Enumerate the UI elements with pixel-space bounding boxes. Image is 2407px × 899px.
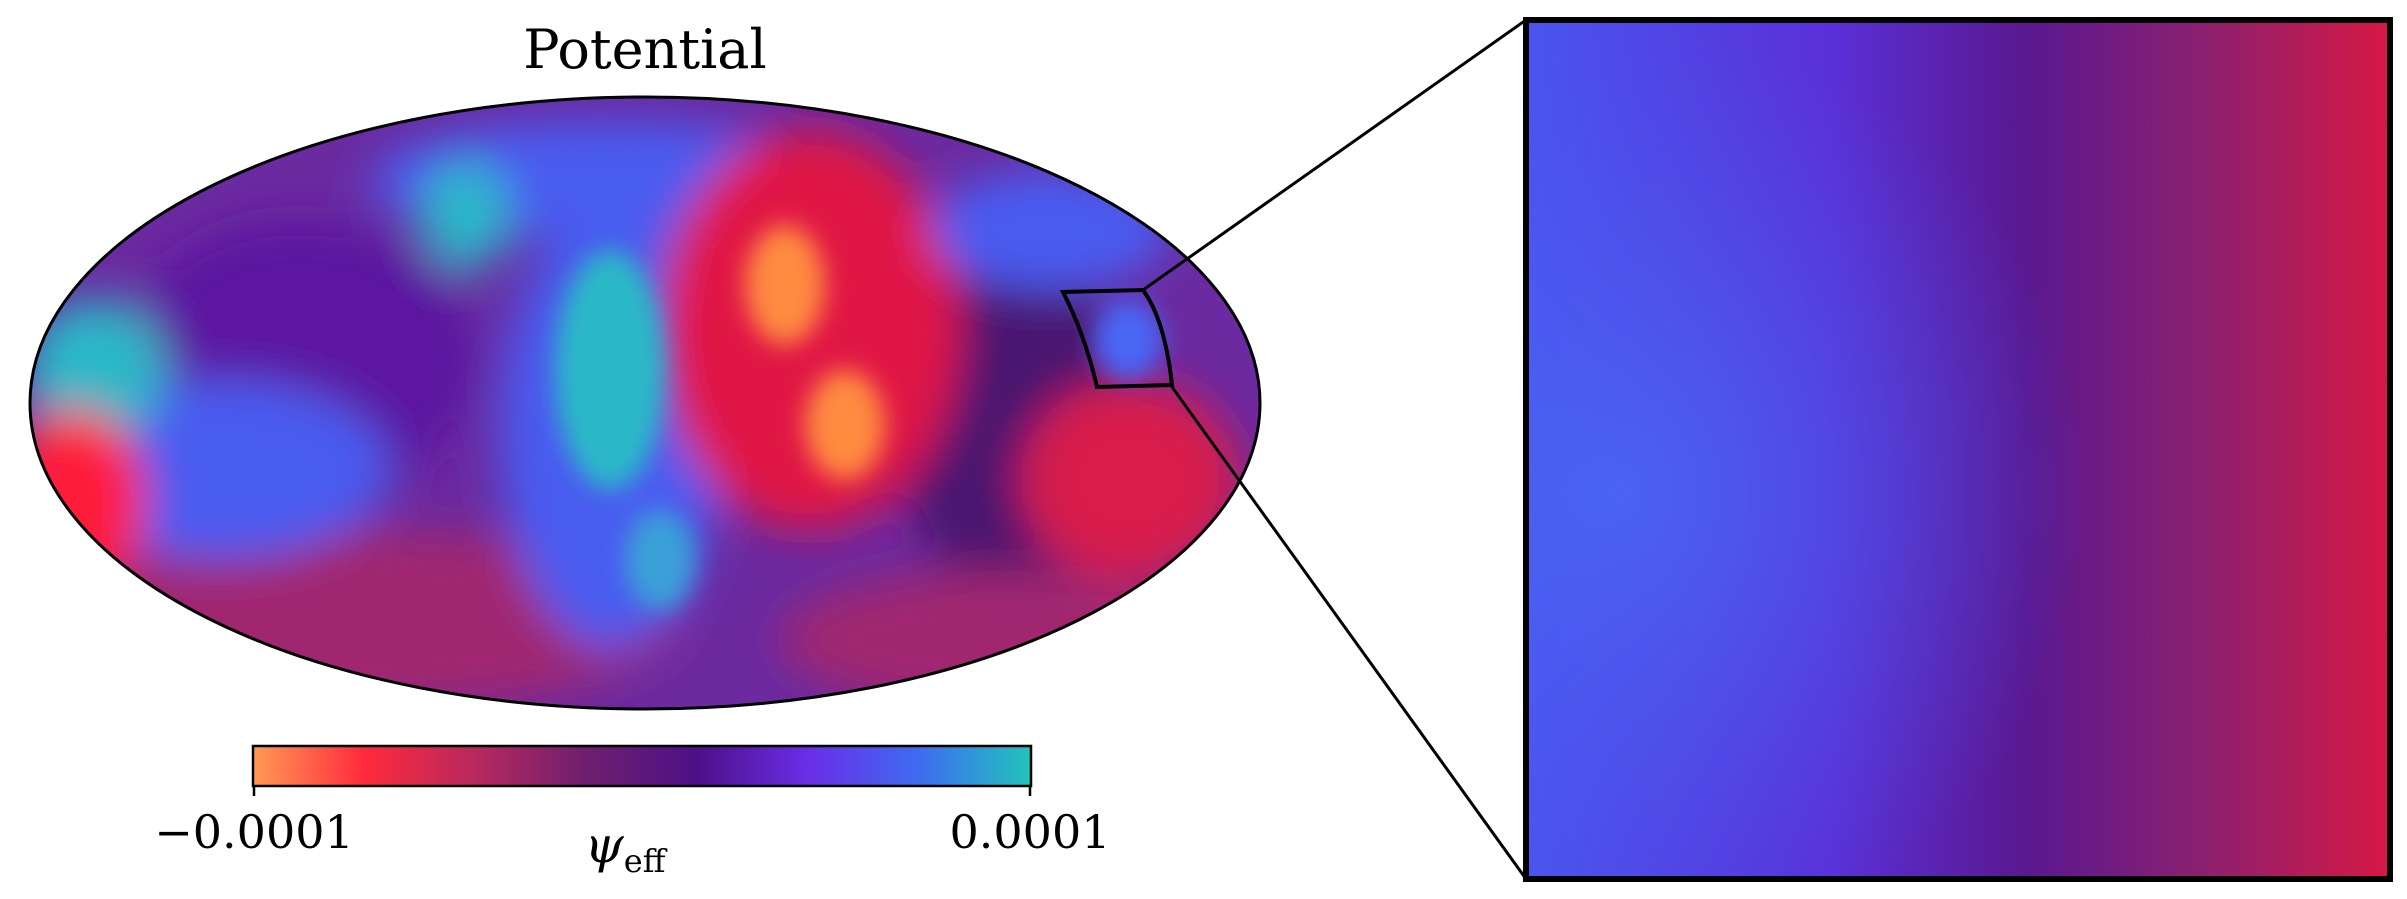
zoom-panel-border xyxy=(1523,17,2393,882)
map-region-magenta-bottomright xyxy=(780,570,1220,709)
map-region-red-leftedge xyxy=(30,410,145,590)
map-region-blue-right xyxy=(930,170,1170,290)
map-region-cyan-upper xyxy=(420,160,510,270)
colorbar-label: ψeff xyxy=(585,816,668,880)
map-region-cyan-center xyxy=(555,250,665,490)
map-region-blue-inset xyxy=(1093,300,1163,380)
connector-line-bottom xyxy=(1170,386,1528,880)
colorbar-max-label: 0.0001 xyxy=(950,805,1111,859)
map-region-orange-lower xyxy=(805,370,885,480)
mollweide-map xyxy=(30,97,1260,709)
colorbar-label-symbol: ψ xyxy=(585,816,625,874)
map-region-red-farright xyxy=(1020,380,1240,580)
zoom-panel xyxy=(1523,17,2393,882)
colorbar-label-subscript: eff xyxy=(624,842,668,880)
map-region-orange-upper xyxy=(745,225,825,345)
map-title: Potential xyxy=(523,18,767,81)
colorbar: −0.0001 0.0001 ψeff xyxy=(154,744,1111,880)
zoom-panel-glow xyxy=(1526,20,2390,879)
map-region-cyan-low xyxy=(625,510,695,610)
colorbar-bar xyxy=(251,744,1033,788)
colorbar-min-label: −0.0001 xyxy=(154,805,354,859)
inset-marker xyxy=(1059,287,1175,390)
map-outline xyxy=(28,95,1262,711)
map-region-cyan-left xyxy=(30,300,165,440)
connector-line-top xyxy=(1142,18,1527,292)
